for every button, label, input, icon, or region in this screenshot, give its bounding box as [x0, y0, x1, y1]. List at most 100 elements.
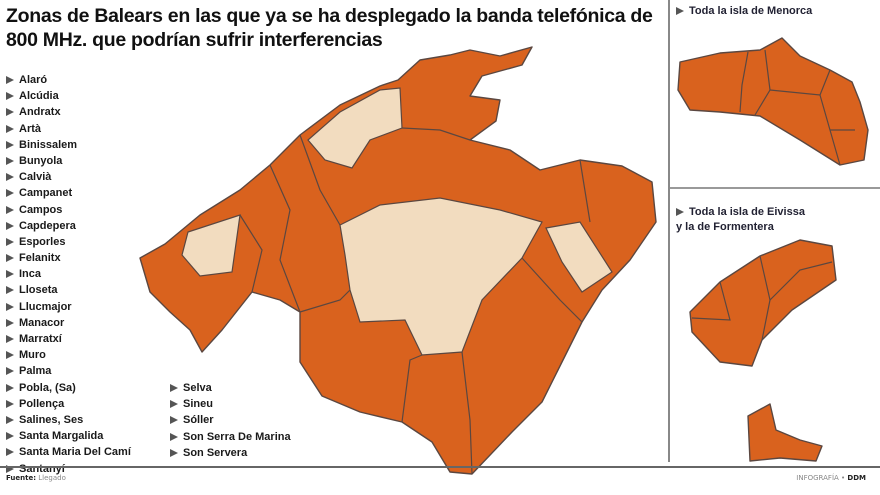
list-item: Bunyola	[6, 153, 131, 169]
list-item: Llucmajor	[6, 299, 131, 315]
municipality-name: Son Servera	[183, 446, 248, 459]
triangle-right-icon	[6, 464, 14, 473]
source-label: Fuente:	[6, 474, 37, 482]
source-credit: Fuente: Llegado	[6, 474, 66, 482]
triangle-right-icon	[6, 237, 14, 246]
divider-footer	[0, 466, 880, 468]
divider-vertical	[668, 0, 670, 462]
list-item: Sóller	[170, 412, 291, 428]
triangle-right-icon	[6, 318, 14, 327]
triangle-right-icon	[676, 208, 684, 216]
list-item: Selva	[170, 380, 291, 396]
municipality-name: Felanitx	[19, 252, 61, 265]
list-item: Campos	[6, 202, 131, 218]
municipality-name: Lloseta	[19, 284, 58, 297]
region-west	[181, 214, 241, 277]
list-item: Felanitx	[6, 250, 131, 266]
triangle-right-icon	[6, 448, 14, 457]
list-item: Son Servera	[170, 445, 291, 461]
list-item: Andratx	[6, 104, 131, 120]
triangle-right-icon	[6, 270, 14, 279]
triangle-right-icon	[6, 108, 14, 117]
municipality-name: Artà	[19, 122, 42, 135]
eivissa-island	[689, 239, 837, 367]
triangle-right-icon	[6, 140, 14, 149]
triangle-right-icon	[170, 416, 178, 425]
page-title: Zonas de Balears en las que ya se ha des…	[6, 5, 653, 51]
formentera-map	[747, 403, 823, 462]
triangle-right-icon	[6, 92, 14, 101]
list-item: Santanyí	[6, 461, 131, 477]
municipality-name: Sineu	[183, 398, 213, 411]
triangle-right-icon	[6, 76, 14, 84]
municipality-name: Muro	[19, 349, 46, 362]
municipality-name: Inca	[19, 268, 42, 281]
triangle-right-icon	[6, 189, 14, 198]
list-item: Manacor	[6, 315, 131, 331]
municipality-name: Andratx	[19, 106, 61, 119]
triangle-right-icon	[6, 205, 14, 214]
triangle-right-icon	[6, 286, 14, 295]
menorca-island	[677, 37, 869, 166]
list-item: Muro	[6, 347, 131, 363]
menorca-map	[677, 37, 869, 166]
municipality-name: Santa Maria Del Camí	[19, 446, 131, 459]
municipality-name: Campos	[19, 203, 63, 216]
credit-prefix: INFOGRAFÍA •	[796, 474, 846, 482]
municipality-name: Campanet	[19, 187, 73, 200]
list-item: Santa Maria Del Camí	[6, 444, 131, 460]
triangle-right-icon	[6, 351, 14, 360]
municipality-name: Capdepera	[19, 219, 76, 232]
list-item: Sineu	[170, 396, 291, 412]
triangle-right-icon	[6, 415, 14, 424]
list-item: Esporles	[6, 234, 131, 250]
menorca-label-text: Toda la isla de Menorca	[689, 5, 813, 17]
triangle-right-icon	[6, 302, 14, 311]
list-item: Capdepera	[6, 218, 131, 234]
menorca-label: Toda la isla de Menorca	[676, 4, 812, 19]
municipality-name: Salines, Ses	[19, 413, 84, 426]
divider-right-panel	[670, 187, 880, 189]
list-item: Campanet	[6, 185, 131, 201]
municipality-name: Alcúdia	[19, 90, 59, 103]
triangle-right-icon	[6, 432, 14, 441]
list-item: Palma	[6, 363, 131, 379]
municipality-name: Binissalem	[19, 138, 78, 151]
triangle-right-icon	[6, 367, 14, 376]
triangle-right-icon	[6, 399, 14, 408]
list-item: Binissalem	[6, 137, 131, 153]
triangle-right-icon	[6, 173, 14, 182]
triangle-right-icon	[6, 221, 14, 230]
municipality-name: Bunyola	[19, 154, 63, 167]
list-item: Alaró	[6, 72, 131, 88]
municipality-list-1: Alaró Alcúdia Andratx Artà Binissalem Bunyola…	[6, 72, 131, 477]
list-item: Pobla, (Sa)	[6, 380, 131, 396]
triangle-right-icon	[6, 383, 14, 392]
credit-value: DDM	[847, 474, 866, 482]
triangle-right-icon	[676, 7, 684, 15]
municipality-name: Pollença	[19, 397, 65, 410]
mallorca-map	[139, 46, 657, 475]
triangle-right-icon	[6, 156, 14, 165]
municipality-name: Son Serra De Marina	[183, 430, 291, 443]
list-item: Pollença	[6, 396, 131, 412]
municipality-name: Selva	[183, 382, 212, 394]
eivissa-map	[689, 239, 837, 367]
triangle-right-icon	[6, 335, 14, 343]
list-item: Salines, Ses	[6, 412, 131, 428]
list-item: Son Serra De Marina	[170, 429, 291, 445]
source-value: Llegado	[38, 474, 66, 482]
eivissa-label-line1: Toda la isla de Eivissa	[689, 206, 805, 218]
region-centre	[339, 197, 543, 356]
list-item: Artà	[6, 121, 131, 137]
infographic-credit: INFOGRAFÍA • DDM	[796, 474, 866, 482]
municipality-name: Pobla, (Sa)	[19, 381, 76, 394]
eivissa-label-line2: y la de Formentera	[676, 221, 774, 233]
triangle-right-icon	[170, 448, 178, 457]
municipality-name: Alaró	[19, 74, 48, 86]
municipality-name: Llucmajor	[19, 300, 72, 313]
eivissa-label: Toda la isla de Eivissa y la de Formente…	[676, 205, 805, 235]
municipality-list-2: Selva Sineu Sóller Son Serra De Marina Son S…	[170, 380, 291, 461]
list-item: Calvià	[6, 169, 131, 185]
